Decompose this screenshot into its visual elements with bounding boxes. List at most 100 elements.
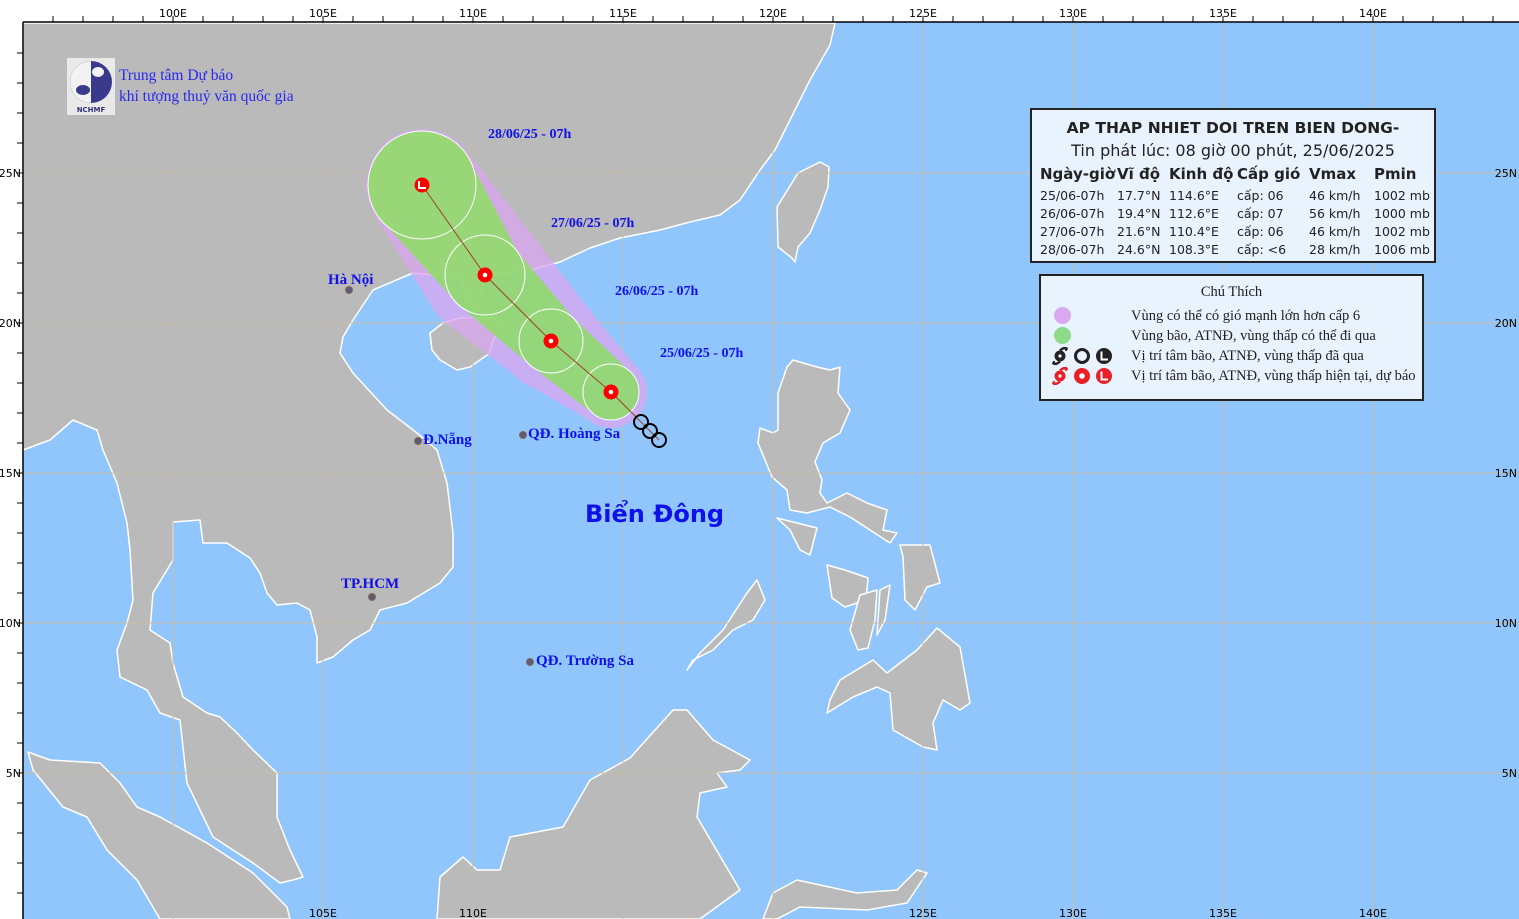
forecast-table-cell: cấp: <6 [1237,241,1287,257]
col-header-vmax: Vmax [1309,165,1357,183]
land-negros-cebu [849,584,891,651]
date-label-26-06: 26/06/25 - 07h [615,284,699,299]
left-lat-label: 25N [0,167,21,180]
forecast-circle-outline [518,308,584,374]
forecast-table-cell: 27/06-07h [1040,223,1105,239]
forecast-circle-outline [367,130,477,240]
forecast-table-cell: 1000 mb [1374,205,1430,221]
org-name-line2: khí tượng thuỷ văn quốc gia [119,88,294,105]
sea-label: Biển Đông [585,500,725,528]
past-position-circle-icon [651,432,667,448]
right-lat-label: 20N [1495,317,1517,330]
top-lon-label: 115E [609,7,637,20]
forecast-table-cell: 1002 mb [1374,223,1430,239]
land-sulawesi [762,869,928,919]
forecast-circle-outline [444,234,526,316]
legend-box: Chú Thích Vùng có thể có gió mạnh lớn hơ… [1039,274,1424,401]
legend-label: Vùng có thể có gió mạnh lớn hơn cấp 6 [1131,307,1361,324]
land-samar-leyte [899,544,941,611]
col-header-pmin: Pmin [1374,165,1417,183]
forecast-circle-outline [582,363,640,421]
map-frame [22,21,1519,919]
place-dot-tp-hcm [368,593,376,601]
marker-center-dot [548,338,554,344]
left-lat-label: 20N [0,317,21,330]
forecast-positions [414,177,619,400]
axis-ticks [17,16,1494,894]
forecast-table-cell: 108.3°E [1169,241,1219,257]
nchmf-logo: NCHMF [67,58,115,115]
green-circle-icon [1054,327,1071,344]
low-pressure-l-icon [1096,368,1112,384]
right-lat-label: 15N [1495,467,1517,480]
place-label-da-nang: Đ.Nẵng [423,432,472,448]
land-mindanao [826,627,971,751]
legend-item-track-area: Vùng bão, ATNĐ, vùng thấp có thể đi qua [1051,326,1376,346]
forecast-table-cell: 26/06-07h [1040,205,1105,221]
marker-center-dot [482,272,488,278]
left-lat-label: 10N [0,617,21,630]
forecast-table-cell: 25/06-07h [1040,187,1105,203]
right-lat-label: 10N [1495,617,1517,630]
place-label-ha-noi: Hà Nội [328,272,374,288]
bulletin-title: AP THAP NHIET DOI TREN BIEN DONG- [1066,119,1400,137]
top-lon-label: 135E [1209,7,1237,20]
place-label-truong-sa: QĐ. Trường Sa [536,653,635,669]
low-pressure-l-icon [1096,348,1112,364]
land [22,22,971,919]
forecast-table-cell: 28/06-07h [1040,241,1105,257]
legend-label: Vị trí tâm bão, ATNĐ, vùng thấp đã qua [1131,347,1364,364]
legend-title: Chú Thích [1200,284,1263,300]
org-name-line1: Trung tâm Dự báo [119,67,234,84]
forecast-table-cell: 21.6°N [1117,223,1161,239]
top-lon-label: 105E [309,7,337,20]
forecast-table-header: Ngày-giờ Vĩ độ Kinh độ Cấp gió Vmax Pmin [1040,165,1430,186]
bottom-lon-label: 135E [1209,907,1237,919]
bottom-lon-label: 125E [909,907,937,919]
forecast-table-row: 27/06-07h 21.6°N 110.4°E cấp: 06 46 km/h 1002… [1040,222,1430,240]
axis-labels: 100E 105E 110E 115E 120E 125E 130E 135E 140E 105E… [0,7,1517,919]
top-lon-label: 125E [909,7,937,20]
legend-item-current-forecast-position: Vị trí tâm bão, ATNĐ, vùng thấp hiện tại… [1051,366,1416,386]
typhoon-symbol-icon [1052,366,1068,386]
date-label-25-06: 25/06/25 - 07h [660,346,744,361]
date-label-28-06: 28/06/25 - 07h [488,127,572,142]
bulletin-box: AP THAP NHIET DOI TREN BIEN DONG- Tin ph… [1030,108,1436,263]
forecast-table-cell: 1002 mb [1374,187,1430,203]
depression-circle-icon [1074,368,1090,384]
legend-label: Vị trí tâm bão, ATNĐ, vùng thấp hiện tại… [1131,367,1416,384]
land-taiwan [776,161,830,263]
top-lon-label: 140E [1359,7,1387,20]
forecast-table-cell: 24.6°N [1117,241,1161,257]
depression-circle-icon [1074,348,1090,364]
forecast-table-cell: cấp: 06 [1237,187,1284,203]
forecast-table-cell: 17.7°N [1117,187,1161,203]
bottom-lon-label: 140E [1359,907,1387,919]
land-borneo [436,709,751,919]
col-header-wind-level: Cấp gió [1237,165,1301,183]
legend-item-past-position: Vị trí tâm bão, ATNĐ, vùng thấp đã qua [1051,346,1364,366]
past-positions [633,414,667,448]
land-mindoro [776,517,818,556]
forecast-table-row: 26/06-07h 19.4°N 112.6°E cấp: 07 56 km/h 1000… [1040,204,1430,222]
top-lon-label: 120E [759,7,787,20]
forecast-table-cell: 56 km/h [1309,205,1361,221]
forecast-table-cell: 1006 mb [1374,241,1430,257]
date-label-27-06: 27/06/25 - 07h [551,216,635,231]
forecast-table-cell: 19.4°N [1117,205,1161,221]
purple-circle-icon [1054,307,1071,324]
forecast-table-cell: 114.6°E [1169,187,1219,203]
typhoon-symbol-icon [1052,346,1068,366]
top-lon-label: 100E [159,7,187,20]
forecast-circles [367,130,640,421]
col-header-lat: Vĩ độ [1117,165,1161,183]
top-lon-label: 110E [459,7,487,20]
right-lat-label: 5N [1502,767,1517,780]
forecast-table-cell: 46 km/h [1309,187,1361,203]
land-luzon [757,359,898,544]
forecast-table-row: 28/06-07h 24.6°N 108.3°E cấp: <6 28 km/h 1006… [1040,240,1430,258]
place-dot-hoang-sa [519,431,527,439]
left-lat-label: 5N [6,767,21,780]
col-header-lon: Kinh độ [1169,165,1234,183]
l-glyph [418,181,426,189]
